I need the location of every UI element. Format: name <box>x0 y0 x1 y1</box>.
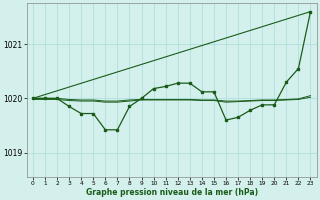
X-axis label: Graphe pression niveau de la mer (hPa): Graphe pression niveau de la mer (hPa) <box>86 188 258 197</box>
